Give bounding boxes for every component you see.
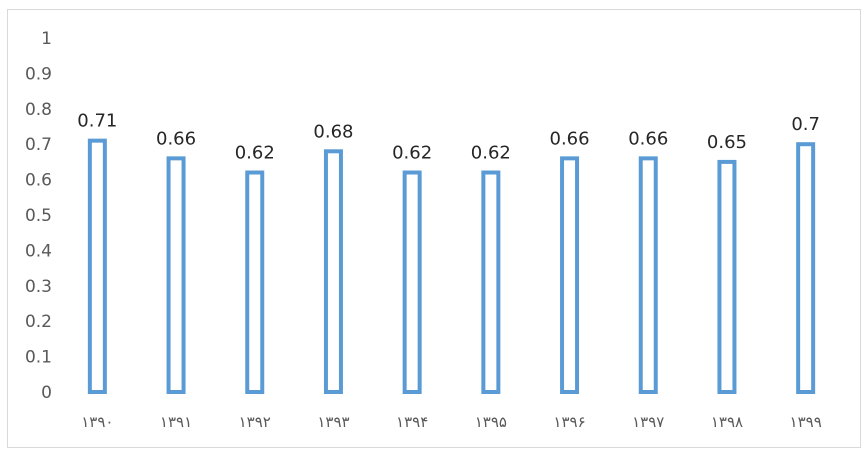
data-label: 0.62	[392, 143, 432, 164]
y-tick-label: 0.6	[25, 171, 52, 191]
x-tick-label: ۱۳۹۵	[475, 413, 507, 431]
bar	[323, 149, 343, 394]
data-label: 0.62	[235, 143, 275, 164]
bar	[481, 170, 501, 394]
x-tick-label: ۱۳۹۹	[790, 413, 822, 431]
y-tick-label: 0.1	[25, 348, 52, 368]
bar	[638, 156, 658, 394]
y-tick-label: 0.8	[25, 100, 52, 120]
data-label: 0.62	[471, 143, 511, 164]
y-tick-label: 0.5	[25, 206, 52, 226]
bar	[87, 138, 107, 394]
y-tick-label: 0	[41, 383, 52, 403]
bar	[717, 159, 737, 394]
x-tick-label: ۱۳۹۳	[317, 413, 349, 431]
x-tick-label: ۱۳۹۸	[711, 413, 743, 431]
bar	[402, 170, 422, 394]
data-label: 0.66	[628, 128, 668, 149]
y-tick-label: 0.9	[25, 64, 52, 84]
x-axis: ۱۳۹۰ ۱۳۹۱ ۱۳۹۲ ۱۳۹۳ ۱۳۹۴ ۱۳۹۵ ۱۳۹۶ ۱۳۹۷ ۱۳۹۸ ۱۳۹۹	[81, 413, 822, 431]
x-tick-label: ۱۳۹۴	[396, 413, 428, 431]
bars	[87, 138, 816, 394]
data-label: 0.71	[77, 111, 117, 132]
bar	[796, 142, 816, 394]
bar	[560, 156, 580, 394]
x-tick-label: ۱۳۹۷	[632, 413, 664, 431]
y-tick-label: 1	[41, 29, 52, 49]
y-tick-label: 0.3	[25, 277, 52, 297]
data-label: 0.7	[791, 114, 820, 135]
x-tick-label: ۱۳۹۶	[553, 413, 585, 431]
y-tick-label: 0.7	[25, 135, 52, 155]
y-axis: 0 0.1 0.2 0.3 0.4 0.5 0.6 0.7 0.8 0.9 1	[25, 29, 52, 403]
data-label: 0.66	[156, 128, 196, 149]
x-tick-label: ۱۳۹۰	[81, 413, 113, 431]
x-tick-label: ۱۳۹۱	[160, 413, 192, 431]
x-tick-label: ۱۳۹۲	[239, 413, 271, 431]
bar	[245, 170, 265, 394]
data-labels: 0.71 0.66 0.62 0.68 0.62 0.62 0.66 0.66 0.65 0.7	[77, 111, 820, 164]
data-label: 0.68	[313, 121, 353, 142]
bar	[166, 156, 186, 394]
data-label: 0.66	[550, 128, 590, 149]
y-tick-label: 0.2	[25, 312, 52, 332]
data-label: 0.65	[707, 132, 747, 153]
y-tick-label: 0.4	[25, 241, 52, 261]
